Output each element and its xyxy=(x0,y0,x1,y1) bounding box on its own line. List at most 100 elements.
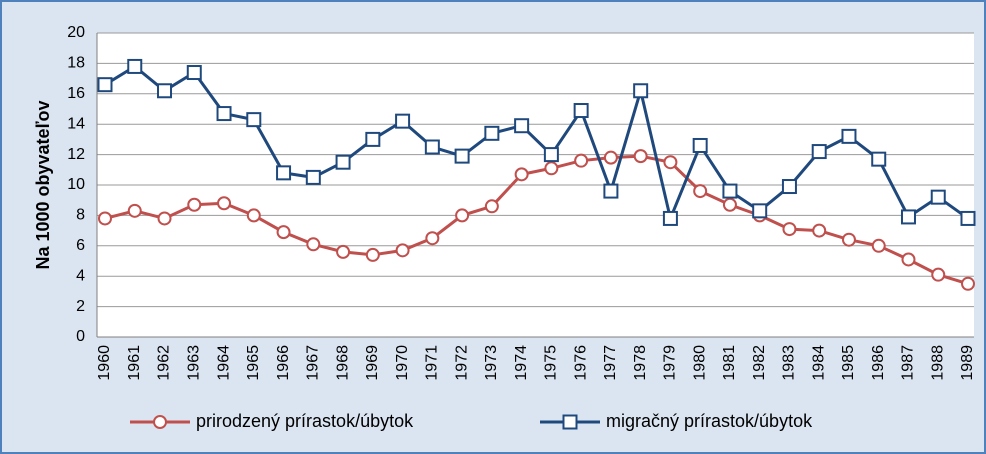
data-point xyxy=(901,252,916,267)
data-point xyxy=(395,243,410,258)
data-point xyxy=(722,183,738,199)
data-point xyxy=(781,179,797,195)
x-tick-label: 1981 xyxy=(721,345,738,381)
x-tick-label: 1966 xyxy=(275,345,292,381)
x-tick-label: 1965 xyxy=(245,345,262,381)
data-point xyxy=(811,144,827,160)
data-point xyxy=(960,210,976,226)
data-point xyxy=(931,267,946,282)
data-point xyxy=(841,232,856,247)
x-tick-label: 1980 xyxy=(691,345,708,381)
x-tick-label: 1979 xyxy=(662,345,679,381)
data-point xyxy=(484,199,499,214)
data-point xyxy=(246,208,261,223)
y-tick-label: 20 xyxy=(67,24,85,41)
x-tick-label: 1985 xyxy=(840,345,857,381)
data-point xyxy=(603,183,619,199)
legend-label: migračný prírastok/úbytok xyxy=(606,411,813,431)
data-point xyxy=(543,147,559,163)
x-tick-label: 1977 xyxy=(602,345,619,381)
data-point xyxy=(97,77,113,93)
x-tick-label: 1974 xyxy=(513,345,530,381)
x-tick-label: 1983 xyxy=(781,345,798,381)
data-point xyxy=(187,197,202,212)
x-tick-label: 1986 xyxy=(870,345,887,381)
x-tick-label: 1960 xyxy=(96,345,113,381)
data-point xyxy=(871,151,887,167)
data-point xyxy=(961,276,975,291)
data-point xyxy=(633,149,648,164)
data-point xyxy=(544,161,559,176)
x-tick-label: 1969 xyxy=(364,345,381,381)
data-point xyxy=(186,65,202,81)
x-tick-label: 1964 xyxy=(215,345,232,381)
data-point xyxy=(782,222,797,237)
data-point xyxy=(306,237,321,252)
y-axis-title: Na 1000 obyvateľov xyxy=(33,100,53,269)
x-tick-label: 1984 xyxy=(810,345,827,381)
legend-marker xyxy=(153,415,167,429)
y-tick-label: 6 xyxy=(76,237,85,254)
y-tick-label: 12 xyxy=(67,146,85,163)
y-tick-label: 2 xyxy=(76,298,85,315)
x-tick-label: 1978 xyxy=(632,345,649,381)
data-point xyxy=(216,106,232,122)
y-tick-label: 18 xyxy=(67,55,85,72)
data-point xyxy=(365,131,381,147)
data-point xyxy=(217,196,232,211)
data-point xyxy=(841,128,857,144)
x-tick-label: 1975 xyxy=(543,345,560,381)
data-point xyxy=(425,231,440,246)
data-point xyxy=(663,155,678,170)
data-point xyxy=(693,184,708,199)
data-point xyxy=(424,139,440,155)
y-tick-label: 14 xyxy=(67,115,85,132)
data-point xyxy=(662,210,678,226)
x-tick-label: 1972 xyxy=(453,345,470,381)
x-tick-label: 1976 xyxy=(572,345,589,381)
x-tick-label: 1982 xyxy=(751,345,768,381)
x-tick-label: 1962 xyxy=(156,345,173,381)
data-point xyxy=(574,153,589,168)
data-point xyxy=(514,167,529,182)
data-point xyxy=(336,244,351,259)
x-tick-label: 1970 xyxy=(394,345,411,381)
x-tick-label: 1988 xyxy=(929,345,946,381)
data-point xyxy=(454,148,470,164)
data-point xyxy=(335,154,351,170)
data-point xyxy=(246,112,262,128)
data-point xyxy=(395,113,411,129)
x-tick-label: 1973 xyxy=(483,345,500,381)
data-point xyxy=(276,225,291,240)
data-point xyxy=(900,209,916,225)
x-tick-label: 1971 xyxy=(424,345,441,381)
x-tick-label: 1967 xyxy=(305,345,322,381)
x-tick-label: 1963 xyxy=(185,345,202,381)
legend-label: prirodzený prírastok/úbytok xyxy=(196,411,414,431)
x-tick-label: 1961 xyxy=(126,345,143,381)
data-point xyxy=(455,208,470,223)
data-point xyxy=(365,247,380,262)
data-point xyxy=(812,223,827,238)
x-tick-label: 1987 xyxy=(900,345,917,381)
data-point xyxy=(692,137,708,153)
data-point xyxy=(98,211,112,226)
data-point xyxy=(127,58,143,74)
data-point xyxy=(305,169,321,185)
x-tick-label: 1989 xyxy=(959,345,976,381)
y-tick-label: 0 xyxy=(76,328,85,345)
data-point xyxy=(603,150,618,165)
data-point xyxy=(484,125,500,141)
legend-marker xyxy=(562,414,578,430)
data-point xyxy=(722,197,737,212)
x-tick-label: 1968 xyxy=(334,345,351,381)
data-point xyxy=(930,189,946,205)
y-tick-label: 8 xyxy=(76,207,85,224)
data-point xyxy=(514,118,530,134)
data-point xyxy=(157,83,173,99)
data-point xyxy=(276,165,292,181)
data-point xyxy=(157,211,172,226)
data-point xyxy=(871,238,886,253)
data-point xyxy=(127,203,142,218)
